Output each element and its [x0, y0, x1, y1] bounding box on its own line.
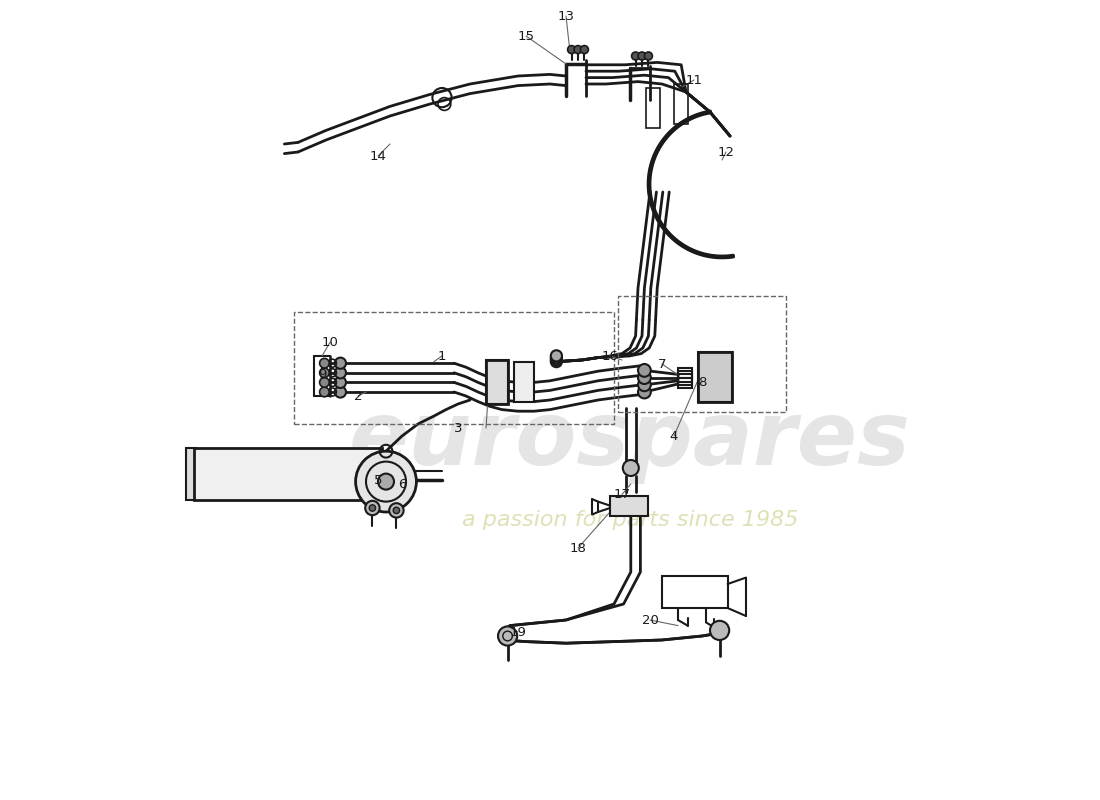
Circle shape: [334, 358, 346, 369]
Text: a passion for parts since 1985: a passion for parts since 1985: [462, 510, 799, 530]
Text: 16: 16: [602, 350, 618, 362]
Circle shape: [638, 378, 651, 391]
Circle shape: [334, 367, 346, 378]
Text: 6: 6: [398, 478, 406, 490]
Bar: [698, 352, 732, 402]
Circle shape: [498, 626, 517, 646]
Circle shape: [320, 358, 329, 368]
Text: 12: 12: [717, 146, 735, 158]
Bar: [698, 352, 732, 402]
Circle shape: [355, 451, 417, 512]
Bar: [610, 496, 648, 516]
Circle shape: [378, 474, 394, 490]
Text: 4: 4: [670, 430, 679, 442]
Circle shape: [370, 505, 375, 511]
Text: 18: 18: [570, 542, 586, 554]
Circle shape: [638, 364, 651, 377]
Circle shape: [551, 350, 562, 362]
Text: 10: 10: [321, 336, 339, 349]
Bar: [486, 360, 508, 404]
Text: 20: 20: [641, 614, 659, 626]
Text: 1: 1: [438, 350, 447, 362]
Text: 7: 7: [658, 358, 667, 370]
Bar: [618, 296, 786, 412]
Circle shape: [320, 378, 329, 387]
Bar: [678, 371, 692, 382]
Text: 13: 13: [558, 10, 574, 22]
Text: 17: 17: [614, 488, 630, 501]
Circle shape: [320, 387, 329, 397]
Bar: [678, 378, 692, 388]
Circle shape: [551, 354, 562, 366]
Circle shape: [320, 368, 329, 378]
Circle shape: [638, 386, 651, 398]
Circle shape: [393, 507, 399, 514]
Circle shape: [551, 356, 562, 367]
Bar: [186, 448, 196, 500]
Circle shape: [638, 371, 651, 384]
Circle shape: [389, 503, 404, 518]
Circle shape: [581, 46, 589, 54]
Bar: [646, 88, 660, 128]
Text: 5: 5: [374, 474, 383, 486]
Circle shape: [631, 52, 639, 60]
Text: 8: 8: [697, 376, 706, 389]
Circle shape: [638, 52, 646, 60]
Circle shape: [365, 501, 380, 515]
Bar: [662, 576, 727, 608]
Text: 11: 11: [685, 74, 703, 86]
Text: 14: 14: [370, 150, 386, 162]
Bar: [678, 368, 692, 378]
Circle shape: [574, 46, 582, 54]
Circle shape: [623, 460, 639, 476]
Bar: [678, 374, 692, 385]
Circle shape: [551, 352, 562, 363]
Circle shape: [334, 386, 346, 398]
Bar: [294, 312, 614, 424]
Circle shape: [568, 46, 575, 54]
Bar: [486, 360, 508, 404]
Text: 9: 9: [318, 368, 327, 381]
Text: eurospares: eurospares: [349, 397, 911, 483]
Bar: [674, 84, 689, 124]
Text: 3: 3: [453, 422, 462, 434]
Circle shape: [710, 621, 729, 640]
Circle shape: [334, 377, 346, 388]
Bar: [610, 496, 648, 516]
Text: 19: 19: [509, 626, 527, 638]
Text: 2: 2: [354, 390, 362, 402]
Bar: [194, 448, 382, 500]
Text: 15: 15: [517, 30, 535, 42]
Bar: [514, 362, 534, 402]
Circle shape: [645, 52, 652, 60]
Bar: [514, 362, 534, 402]
